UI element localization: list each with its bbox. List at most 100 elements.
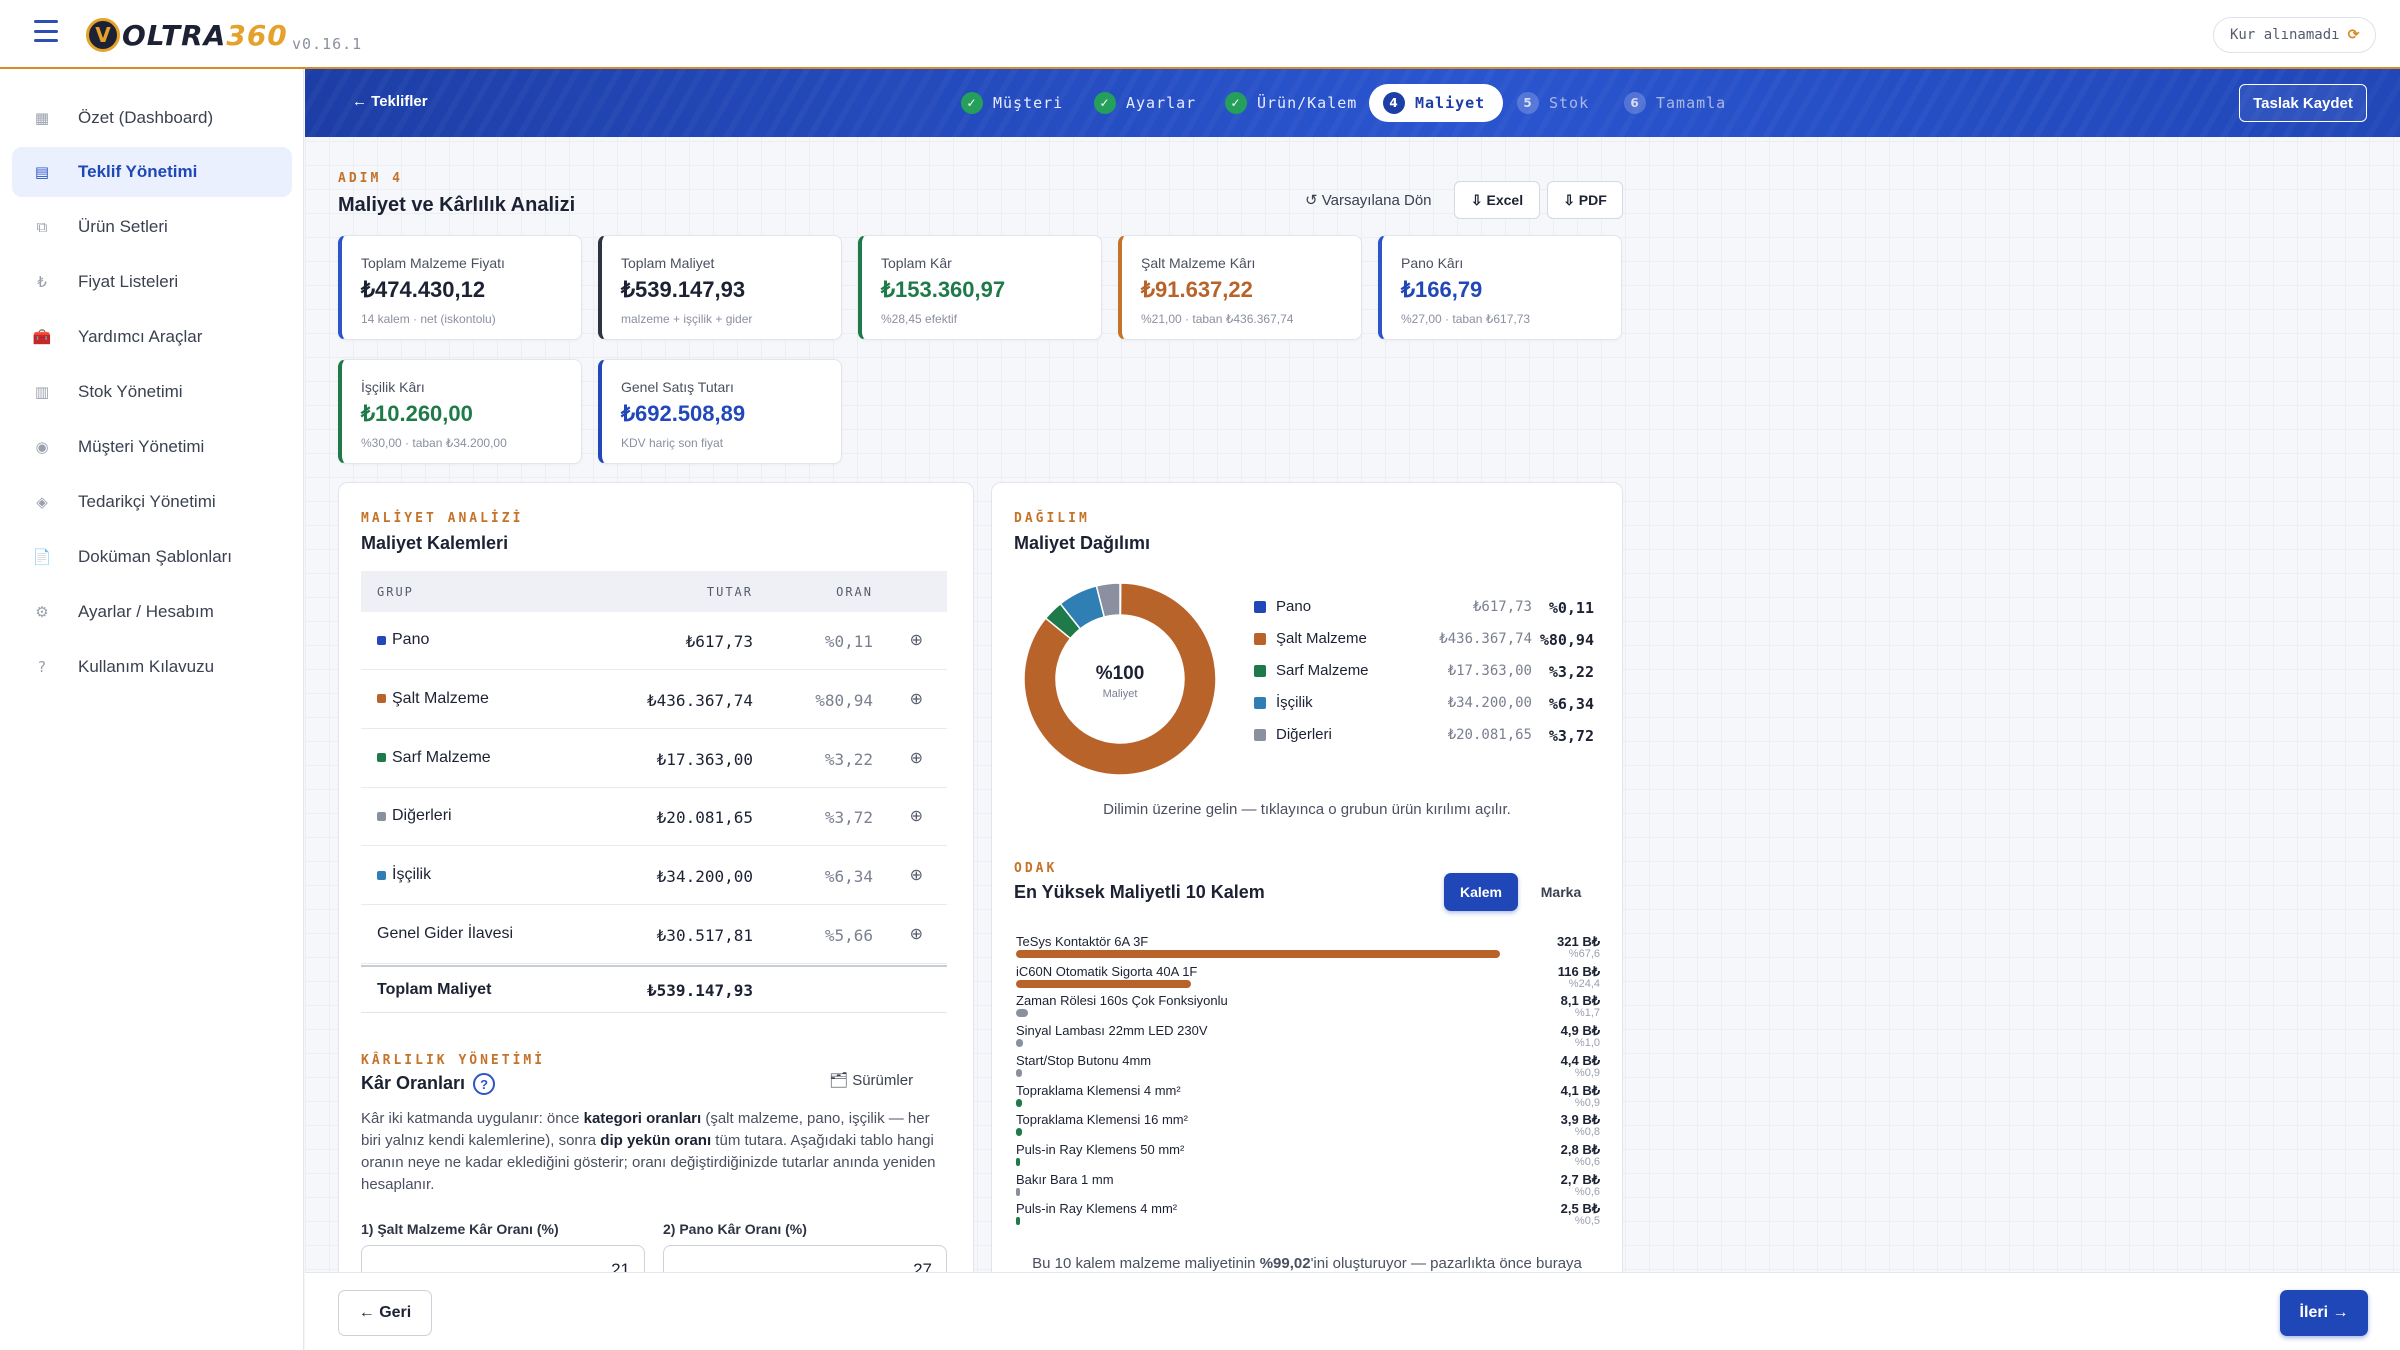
top-cost-item[interactable]: Topraklama Klemensi 4 mm² 4,1 B₺ %0,9 <box>1014 1083 1602 1113</box>
help-icon[interactable]: ? <box>473 1073 496 1096</box>
export-pdf-button[interactable]: ⇩ PDF <box>1547 181 1623 219</box>
top-cost-item[interactable]: TeSys Kontaktör 6A 3F 321 B₺ %67,6 <box>1014 934 1602 964</box>
ratio-cell: %0,11 <box>824 632 873 651</box>
top-cost-item[interactable]: Bakır Bara 1 mm 2,7 B₺ %0,6 <box>1014 1172 1602 1202</box>
top-cost-item[interactable]: Puls-in Ray Klemens 4 mm² 2,5 B₺ %0,5 <box>1014 1201 1602 1231</box>
ratio-cell: %5,66 <box>824 926 873 945</box>
sidebar-item-10[interactable]: ? Kullanım Kılavuzu <box>12 642 292 692</box>
item-name: Bakır Bara 1 mm <box>1016 1171 1114 1187</box>
step-2[interactable]: ✓ Ayarlar <box>1094 84 1196 122</box>
item-value: 2,7 B₺ <box>1560 1171 1600 1187</box>
legend-item[interactable]: İşçilik ₺34.200,00 %6,34 <box>1254 692 1594 714</box>
sidebar-item-2[interactable]: ⧉ Ürün Setleri <box>12 202 292 252</box>
expand-icon[interactable]: ⊕ <box>909 632 923 649</box>
top-cost-item[interactable]: Topraklama Klemensi 16 mm² 3,9 B₺ %0,8 <box>1014 1112 1602 1142</box>
exchange-rate-status[interactable]: Kur alınamadı ⟳ <box>2213 17 2377 53</box>
kpi-card: Şalt Malzeme Kârı ₺91.637,22 %21,00 · taba… <box>1118 235 1362 340</box>
col-amount: TUTAR <box>706 585 753 599</box>
top-cost-item[interactable]: Start/Stop Butonu 4mm 4,4 B₺ %0,9 <box>1014 1053 1602 1083</box>
step-4[interactable]: 4 Maliyet <box>1369 84 1504 122</box>
logo-badge-icon: V <box>86 18 120 52</box>
table-row[interactable]: Sarf Malzeme ₺17.363,00 %3,22 ⊕ <box>361 730 947 788</box>
expand-icon[interactable]: ⊕ <box>909 690 923 708</box>
reset-defaults-button[interactable]: ↺ Varsayılana Dön <box>1305 192 1432 209</box>
back-button[interactable]: ← Geri <box>338 1290 432 1336</box>
table-row[interactable]: Şalt Malzeme ₺436.367,74 %80,94 ⊕ <box>361 671 947 729</box>
sidebar-item-5[interactable]: ▥ Stok Yönetimi <box>12 367 292 417</box>
sidebar-item-label: Stok Yönetimi <box>78 382 183 401</box>
table-row[interactable]: Diğerleri ₺20.081,65 %3,72 ⊕ <box>361 788 947 847</box>
group-cell: Şalt Malzeme <box>377 690 489 708</box>
legend-pct: %3,72 <box>1548 727 1594 745</box>
item-bar-track <box>1016 1187 1500 1196</box>
step-3[interactable]: ✓ Ürün/Kalem <box>1225 84 1357 122</box>
sidebar-item-7[interactable]: ◈ Tedarikçi Yönetimi <box>12 477 292 527</box>
back-to-offers-link[interactable]: ← Teklifler <box>352 93 428 110</box>
legend-pct: %6,34 <box>1548 695 1594 713</box>
kpi-value: ₺10.260,00 <box>361 401 473 426</box>
amount-cell: ₺30.517,81 <box>656 926 753 945</box>
item-value: 2,5 B₺ <box>1560 1201 1600 1217</box>
sidebar-item-8[interactable]: 📄 Doküman Şablonları <box>12 532 292 582</box>
legend-item[interactable]: Diğerleri ₺20.081,65 %3,72 <box>1254 724 1594 746</box>
export-excel-button[interactable]: ⇩ Excel <box>1454 181 1540 219</box>
tab-brand[interactable]: Marka <box>1540 884 1582 900</box>
switchgear-rate-label: 1) Şalt Malzeme Kâr Oranı (%) <box>361 1221 559 1237</box>
legend-item[interactable]: Sarf Malzeme ₺17.363,00 %3,22 <box>1254 660 1594 682</box>
legend-name: Diğerleri <box>1276 726 1332 743</box>
table-row[interactable]: Genel Gider İlavesi ₺30.517,81 %5,66 ⊕ <box>361 906 947 964</box>
item-name: Puls-in Ray Klemens 50 mm² <box>1016 1141 1185 1157</box>
cost-donut-chart[interactable] <box>1020 579 1220 779</box>
expand-icon[interactable]: ⊕ <box>909 926 923 943</box>
expand-icon[interactable]: ⊕ <box>909 867 923 885</box>
item-value: 3,9 B₺ <box>1560 1112 1600 1128</box>
save-draft-button[interactable]: Taslak Kaydet <box>2239 84 2367 122</box>
sidebar-item-3[interactable]: ₺ Fiyat Listeleri <box>12 257 292 307</box>
legend-pct: %3,22 <box>1548 663 1594 681</box>
item-bar <box>1016 979 1191 988</box>
item-bar <box>1016 1217 1020 1226</box>
step-1[interactable]: ✓ Müşteri <box>961 84 1063 122</box>
tab-item[interactable]: Kalem <box>1444 873 1518 911</box>
sidebar-item-6[interactable]: ◉ Müşteri Yönetimi <box>12 422 292 472</box>
sidebar-item-4[interactable]: 🧰 Yardımcı Araçlar <box>12 312 292 362</box>
next-button[interactable]: İleri → <box>2280 1290 2368 1336</box>
legend-item[interactable]: Pano ₺617,73 %0,11 <box>1254 596 1594 618</box>
sidebar-icon: ₺ <box>37 273 47 291</box>
item-value: 8,1 B₺ <box>1560 993 1600 1009</box>
sidebar-item-0[interactable]: ▦ Özet (Dashboard) <box>12 93 292 143</box>
profit-description: Kâr iki katmanda uygulanır: önce kategor… <box>361 1110 936 1193</box>
sidebar-item-1[interactable]: ▤ Teklif Yönetimi <box>12 147 292 197</box>
item-bar-track <box>1016 1157 1500 1166</box>
table-row[interactable]: İşçilik ₺34.200,00 %6,34 ⊕ <box>361 847 947 906</box>
donut-slice-diğerleri[interactable] <box>1095 582 1121 618</box>
step-6[interactable]: 6 Tamamla <box>1624 84 1726 122</box>
legend-item[interactable]: Şalt Malzeme ₺436.367,74 %80,94 <box>1254 628 1594 650</box>
step-5[interactable]: 5 Stok <box>1517 84 1589 122</box>
col-ratio: ORAN <box>836 585 873 599</box>
versions-button[interactable]: 🗂 Sürümler <box>829 1072 914 1089</box>
expand-icon[interactable]: ⊕ <box>909 808 923 826</box>
top-cost-item[interactable]: iC60N Otomatik Sigorta 40A 1F 116 B₺ %24,4 <box>1014 964 1602 994</box>
menu-icon[interactable] <box>34 20 58 42</box>
legend-swatch <box>1254 633 1266 645</box>
table-row[interactable]: Pano ₺617,73 %0,11 ⊕ <box>361 612 947 670</box>
refresh-icon[interactable]: ⟳ <box>2347 27 2360 43</box>
expand-icon[interactable]: ⊕ <box>909 749 923 767</box>
profit-eyebrow: KÂRLILIK YÖNETİMİ <box>361 1053 546 1068</box>
sidebar-icon: 🧰 <box>32 328 52 346</box>
donut-slice-şalt-malzeme[interactable] <box>1023 582 1217 776</box>
top-cost-item[interactable]: Puls-in Ray Klemens 50 mm² 2,8 B₺ %0,6 <box>1014 1142 1602 1172</box>
profit-rates-title: Kâr Oranları? <box>361 1073 496 1096</box>
legend-swatch <box>1254 665 1266 677</box>
top-cost-item[interactable]: Zaman Rölesi 160s Çok Fonksiyonlu 8,1 B₺%… <box>1014 993 1602 1023</box>
amount-cell: ₺17.363,00 <box>656 749 753 769</box>
app-logo[interactable]: V OLTRA360 <box>86 18 288 52</box>
kpi-sub: %21,00 · taban ₺436.367,74 <box>1141 312 1294 326</box>
kpi-sub: %27,00 · taban ₺617,73 <box>1401 312 1531 326</box>
kpi-value: ₺692.508,89 <box>621 401 746 426</box>
sidebar-item-9[interactable]: ⚙ Ayarlar / Hesabım <box>12 587 292 637</box>
top-cost-item[interactable]: Sinyal Lambası 22mm LED 230V 4,9 B₺ %1,0 <box>1014 1023 1602 1053</box>
sidebar-item-label: Müşteri Yönetimi <box>78 437 205 456</box>
sidebar-icon: 📄 <box>32 548 52 566</box>
